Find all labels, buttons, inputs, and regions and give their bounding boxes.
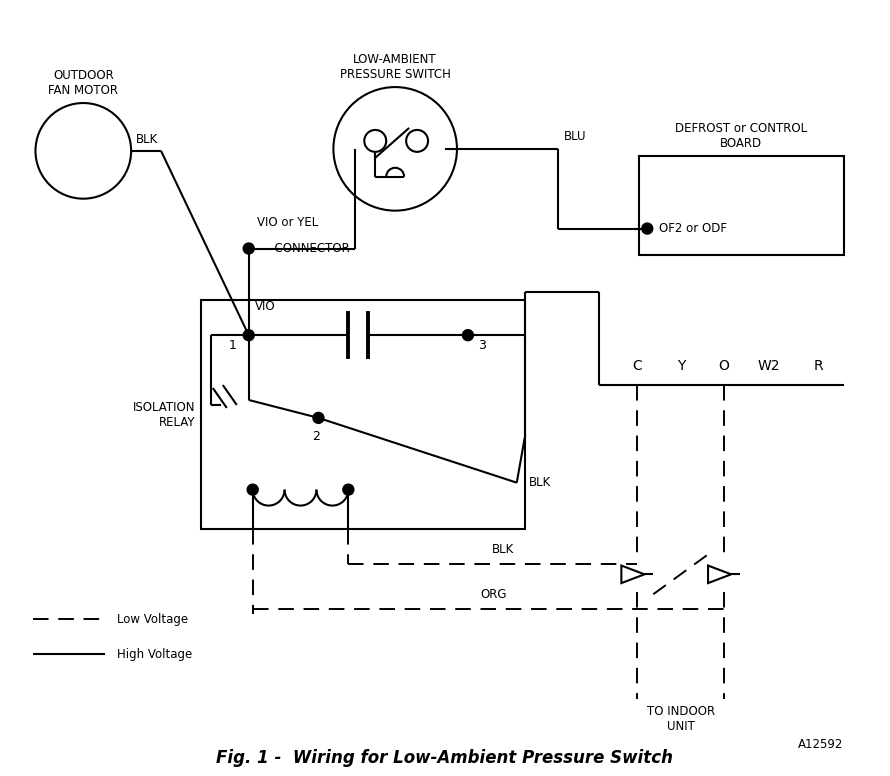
Text: OUTDOOR
FAN MOTOR: OUTDOOR FAN MOTOR <box>48 69 118 97</box>
Circle shape <box>343 484 354 495</box>
Circle shape <box>642 223 652 234</box>
Text: ISOLATION
RELAY: ISOLATION RELAY <box>133 401 195 429</box>
Text: — CONNECTOR: — CONNECTOR <box>259 242 350 255</box>
Circle shape <box>313 412 324 424</box>
Text: 3: 3 <box>478 339 486 352</box>
Text: OF2 or ODF: OF2 or ODF <box>659 222 727 235</box>
Text: BLK: BLK <box>529 476 551 489</box>
Text: BLK: BLK <box>491 543 514 556</box>
Text: Fig. 1 -  Wiring for Low-Ambient Pressure Switch: Fig. 1 - Wiring for Low-Ambient Pressure… <box>216 749 674 767</box>
Text: BLK: BLK <box>136 133 158 146</box>
Circle shape <box>463 330 473 341</box>
Bar <box>201 300 525 529</box>
Text: 1: 1 <box>229 339 237 352</box>
Text: High Voltage: High Voltage <box>117 647 192 660</box>
Text: TO INDOOR
UNIT: TO INDOOR UNIT <box>647 705 715 733</box>
Text: LOW-AMBIENT
PRESSURE SWITCH: LOW-AMBIENT PRESSURE SWITCH <box>340 53 450 81</box>
Text: W2: W2 <box>757 359 781 373</box>
Text: C: C <box>633 359 643 373</box>
Text: O: O <box>718 359 730 373</box>
Circle shape <box>247 484 258 495</box>
Text: DEFROST or CONTROL
BOARD: DEFROST or CONTROL BOARD <box>676 122 807 150</box>
Text: VIO or YEL: VIO or YEL <box>256 216 318 229</box>
Circle shape <box>243 330 255 341</box>
Bar <box>639 156 844 255</box>
Text: 2: 2 <box>312 430 320 443</box>
Text: Low Voltage: Low Voltage <box>117 613 189 625</box>
Text: VIO: VIO <box>255 300 275 314</box>
Text: Y: Y <box>677 359 685 373</box>
Text: R: R <box>813 359 823 373</box>
Circle shape <box>243 243 255 254</box>
Text: ORG: ORG <box>480 588 506 601</box>
Text: A12592: A12592 <box>798 738 844 750</box>
Text: BLU: BLU <box>563 130 587 143</box>
